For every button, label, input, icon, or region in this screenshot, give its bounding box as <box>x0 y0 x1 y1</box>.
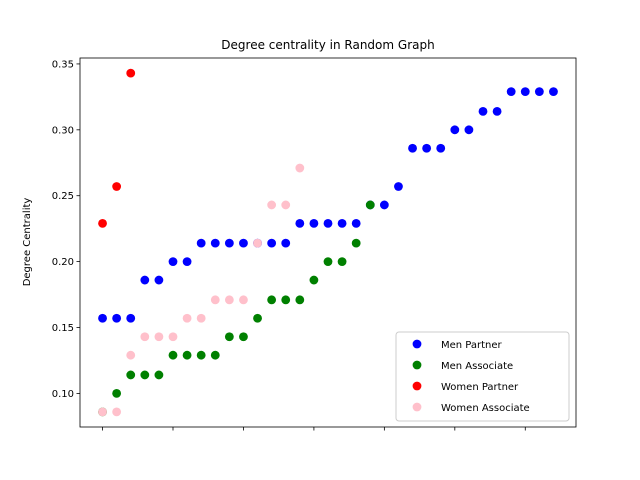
legend: Men Partner Men Associate Women Partner Wom… <box>395 331 570 422</box>
data-point <box>210 295 220 305</box>
legend-marker <box>412 339 422 349</box>
y-tick-label: 0.15 <box>52 323 74 334</box>
data-point <box>267 295 277 305</box>
data-point <box>464 125 474 135</box>
data-point <box>140 275 150 285</box>
y-tick-label: 0.10 <box>52 389 74 400</box>
data-point <box>281 295 291 305</box>
data-point <box>520 87 530 97</box>
data-point <box>295 295 305 305</box>
data-point <box>98 313 107 323</box>
data-point <box>182 313 192 323</box>
data-point <box>323 257 333 267</box>
data-point <box>196 238 206 248</box>
data-point <box>98 407 107 417</box>
series-2 <box>98 68 136 228</box>
data-point <box>239 332 248 342</box>
data-point <box>506 87 516 97</box>
data-points <box>98 68 558 417</box>
data-point <box>98 218 107 228</box>
data-point <box>196 313 206 323</box>
y-tick-label: 0.35 <box>52 59 74 70</box>
legend-label: Women Partner <box>441 382 519 393</box>
data-point <box>534 87 544 97</box>
data-point <box>281 200 291 210</box>
data-point <box>112 182 122 191</box>
data-point <box>478 106 488 116</box>
data-point <box>182 257 192 267</box>
data-point <box>239 295 248 305</box>
data-point <box>281 238 291 248</box>
data-point <box>422 143 432 153</box>
data-point <box>154 332 164 342</box>
legend-label: Men Associate <box>441 361 513 372</box>
data-point <box>295 218 305 228</box>
x-axis <box>102 427 526 431</box>
legend-marker <box>412 402 422 412</box>
data-point <box>112 407 122 417</box>
data-point <box>337 257 347 267</box>
data-point <box>140 370 150 380</box>
y-axis: 0.10 0.15 0.20 0.25 0.30 0.35 <box>52 59 80 400</box>
data-point <box>112 313 122 323</box>
data-point <box>140 332 150 342</box>
legend-marker <box>412 381 422 391</box>
data-point <box>126 370 136 380</box>
data-point <box>168 257 178 267</box>
series-3 <box>98 163 305 417</box>
data-point <box>210 238 220 248</box>
data-point <box>112 388 122 398</box>
legend-label: Men Partner <box>441 340 503 351</box>
data-point <box>351 238 361 248</box>
data-point <box>351 218 361 228</box>
chart-title: Degree centrality in Random Graph <box>221 38 434 52</box>
data-point <box>224 238 234 248</box>
data-point <box>549 87 558 97</box>
legend-box <box>395 331 570 422</box>
data-point <box>309 275 319 285</box>
data-point <box>239 238 248 248</box>
legend-marker <box>412 360 422 370</box>
y-axis-label: Degree Centrality <box>22 198 33 287</box>
data-point <box>394 182 403 191</box>
data-point <box>224 295 234 305</box>
data-point <box>154 275 164 285</box>
data-point <box>168 350 178 360</box>
data-point <box>337 218 347 228</box>
data-point <box>379 200 389 210</box>
data-point <box>408 143 417 153</box>
y-tick-label: 0.20 <box>52 257 74 268</box>
data-point <box>295 163 305 173</box>
data-point <box>126 68 136 78</box>
data-point <box>154 370 164 380</box>
data-point <box>323 218 333 228</box>
data-point <box>267 200 277 210</box>
data-point <box>224 332 234 342</box>
series-1 <box>98 200 375 417</box>
data-point <box>210 350 220 360</box>
legend-label: Women Associate <box>441 403 530 414</box>
data-point <box>253 313 262 323</box>
y-tick-label: 0.25 <box>52 191 74 202</box>
data-point <box>196 350 206 360</box>
data-point <box>492 106 502 116</box>
data-point <box>365 200 375 210</box>
y-tick-label: 0.30 <box>52 125 74 136</box>
data-point <box>126 313 136 323</box>
data-point <box>436 143 446 153</box>
data-point <box>309 218 319 228</box>
data-point <box>182 350 192 360</box>
data-point <box>126 350 136 360</box>
data-point <box>253 238 262 248</box>
data-point <box>168 332 178 342</box>
data-point <box>450 125 460 135</box>
data-point <box>267 238 277 248</box>
